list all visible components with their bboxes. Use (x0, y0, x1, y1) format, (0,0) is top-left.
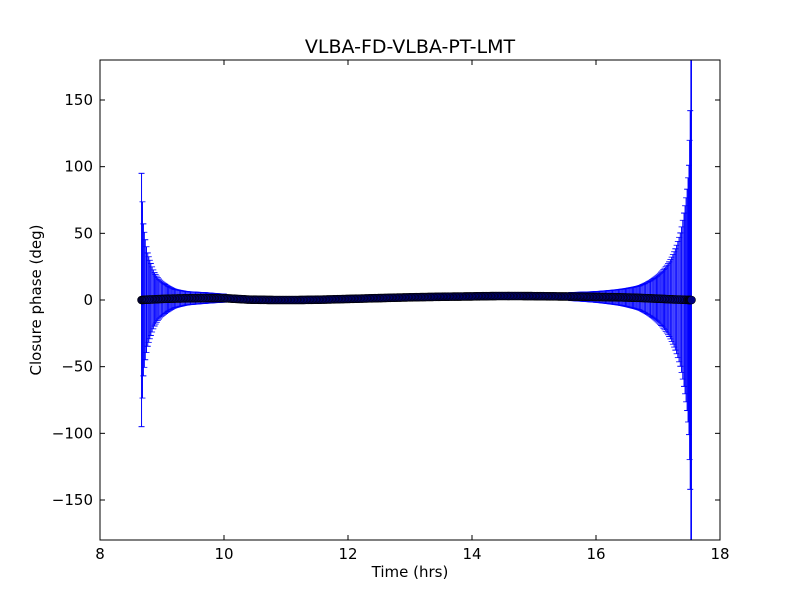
y-tick-label: 150 (64, 91, 93, 109)
y-tick-label: −150 (52, 491, 93, 509)
chart-title: VLBA-FD-VLBA-PT-LMT (305, 36, 516, 58)
x-tick-label: 18 (710, 545, 729, 563)
x-tick-label: 8 (95, 545, 105, 563)
x-tick-label: 10 (214, 545, 233, 563)
x-tick-label: 12 (338, 545, 357, 563)
data-point (687, 295, 696, 305)
y-tick-label: 50 (74, 224, 93, 242)
x-axis: 8 10 12 14 16 18 (95, 60, 730, 563)
x-tick-label: 16 (586, 545, 605, 563)
y-tick-label: 100 (64, 158, 93, 176)
x-axis-label: Time (hrs) (371, 563, 449, 581)
y-axis: −150 −100 −50 0 50 100 150 (52, 91, 720, 509)
y-tick-label: 0 (83, 291, 93, 309)
marker-layer (137, 291, 696, 305)
y-axis-label: Closure phase (deg) (27, 225, 45, 376)
x-tick-label: 14 (462, 545, 481, 563)
y-tick-label: −100 (52, 424, 93, 442)
y-tick-label: −50 (61, 358, 93, 376)
